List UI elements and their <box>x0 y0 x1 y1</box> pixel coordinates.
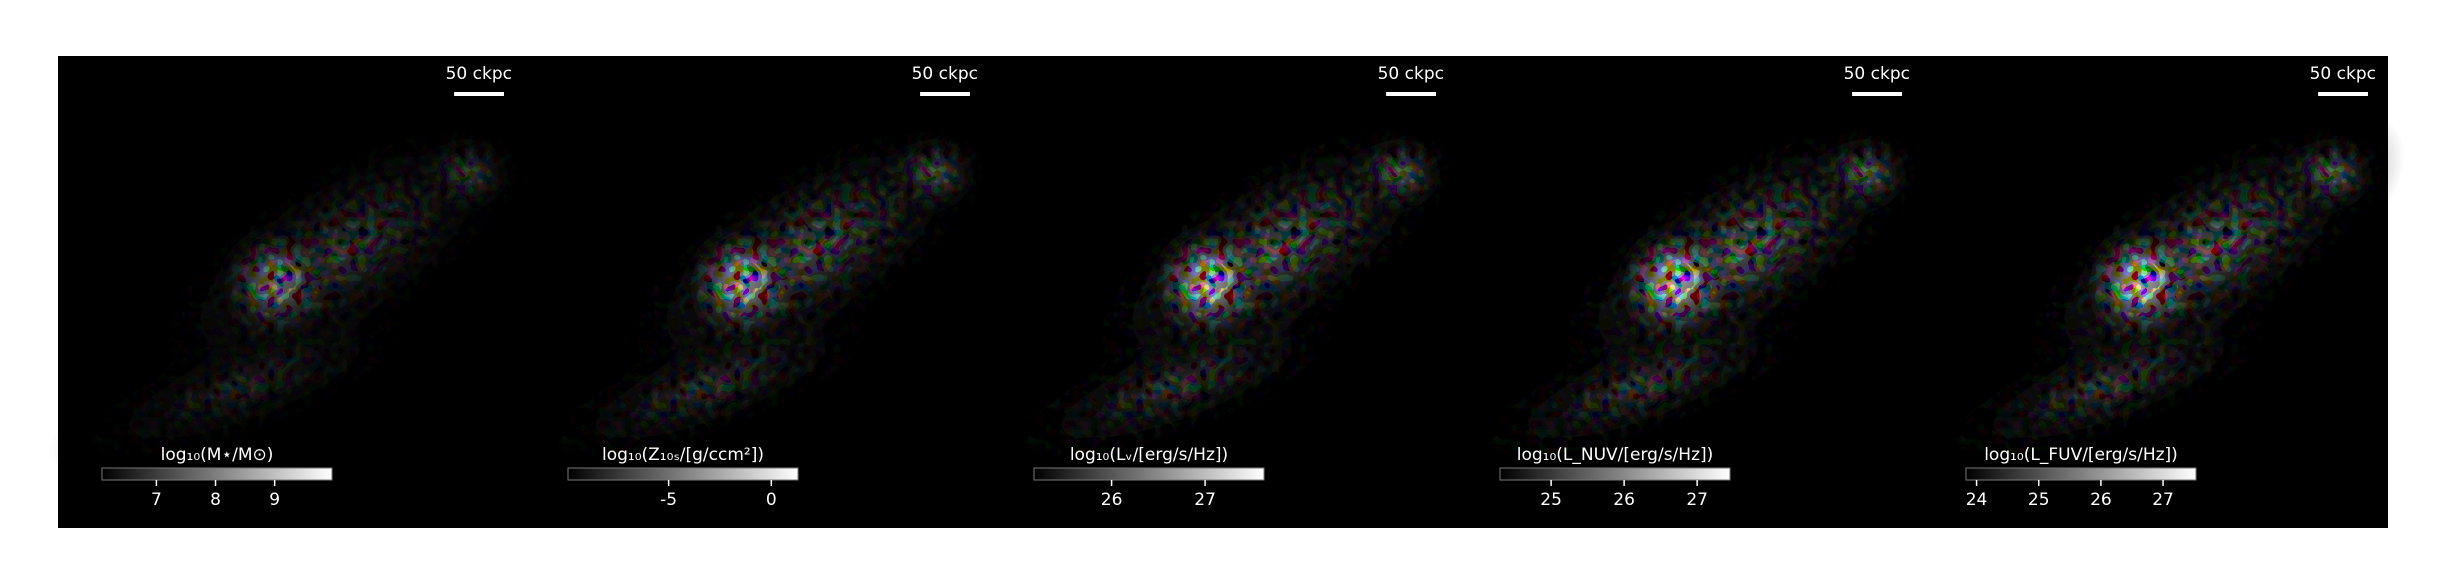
colorbar <box>1965 467 2197 481</box>
panel: 50 ckpc log₁₀(L_NUV/[erg/s/Hz]) 25 26 27 <box>1444 56 1940 528</box>
colorbar-tick-label: 0 <box>766 490 777 510</box>
scale-bar-label: 50 ckpc <box>2310 64 2376 84</box>
colorbar-tick-label: 7 <box>151 490 162 510</box>
colorbar-tick-label: -5 <box>660 490 677 510</box>
scale-bar-label: 50 ckpc <box>1844 64 1910 84</box>
panel: 50 ckpc log₁₀(L_FUV/[erg/s/Hz]) 24 25 26 27 <box>1910 56 2406 528</box>
colorbar <box>567 467 799 481</box>
colorbar <box>1499 467 1731 481</box>
galaxy-core <box>677 217 809 348</box>
colorbar-tick-label: 26 <box>2090 490 2112 510</box>
map-image <box>1910 56 2406 528</box>
galaxy-core <box>1609 217 1741 348</box>
colorbar-tick-label: 25 <box>1540 490 1562 510</box>
colorbar-tick-label: 24 <box>1966 490 1988 510</box>
colorbar-label: log₁₀(L_FUV/[erg/s/Hz]) <box>1984 445 2178 465</box>
colorbar <box>1033 467 1265 481</box>
knot <box>1344 126 1456 222</box>
knot <box>2276 126 2388 222</box>
colorbar-tick-label: 8 <box>210 490 221 510</box>
scale-bar-label: 50 ckpc <box>912 64 978 84</box>
colorbar-tick-label: 27 <box>2152 490 2174 510</box>
knot <box>1810 126 1922 222</box>
colorbar-tick-label: 27 <box>1194 490 1216 510</box>
knot <box>412 126 524 222</box>
colorbar-label: log₁₀(M⋆/M⊙) <box>161 445 274 465</box>
colorbar-tick-label: 25 <box>2028 490 2050 510</box>
galaxy-core <box>1143 217 1275 348</box>
diffuse-lower <box>1910 297 2307 476</box>
map-image <box>512 56 1008 528</box>
colorbar-tick-label: 9 <box>269 490 280 510</box>
diffuse-lower <box>978 297 1375 476</box>
colorbar-label: log₁₀(Lᵥ/[erg/s/Hz]) <box>1070 445 1228 465</box>
panel: 50 ckpc log₁₀(Lᵥ/[erg/s/Hz]) 26 27 <box>978 56 1474 528</box>
galaxy-core <box>2075 217 2207 348</box>
colorbar-tick-label: 26 <box>1101 490 1123 510</box>
colorbar <box>101 467 333 481</box>
diffuse-lower <box>512 297 909 476</box>
galaxy-core <box>211 217 343 348</box>
knot <box>878 126 990 222</box>
diffuse-lower <box>46 297 443 476</box>
map-image <box>1444 56 1940 528</box>
map-image <box>46 56 542 528</box>
colorbar-label: log₁₀(Z₁₀ₛ/[g/ccm²]) <box>602 445 764 465</box>
diffuse-lower <box>1444 297 1841 476</box>
map-image <box>978 56 1474 528</box>
panel: 50 ckpc log₁₀(Z₁₀ₛ/[g/ccm²]) -5 0 <box>512 56 1008 528</box>
colorbar-label: log₁₀(L_NUV/[erg/s/Hz]) <box>1517 445 1714 465</box>
scale-bar-label: 50 ckpc <box>1378 64 1444 84</box>
colorbar-tick-label: 26 <box>1613 490 1635 510</box>
scale-bar-label: 50 ckpc <box>446 64 512 84</box>
panel: 50 ckpc log₁₀(M⋆/M⊙) 7 8 9 <box>46 56 542 528</box>
colorbar-tick-label: 27 <box>1686 490 1708 510</box>
